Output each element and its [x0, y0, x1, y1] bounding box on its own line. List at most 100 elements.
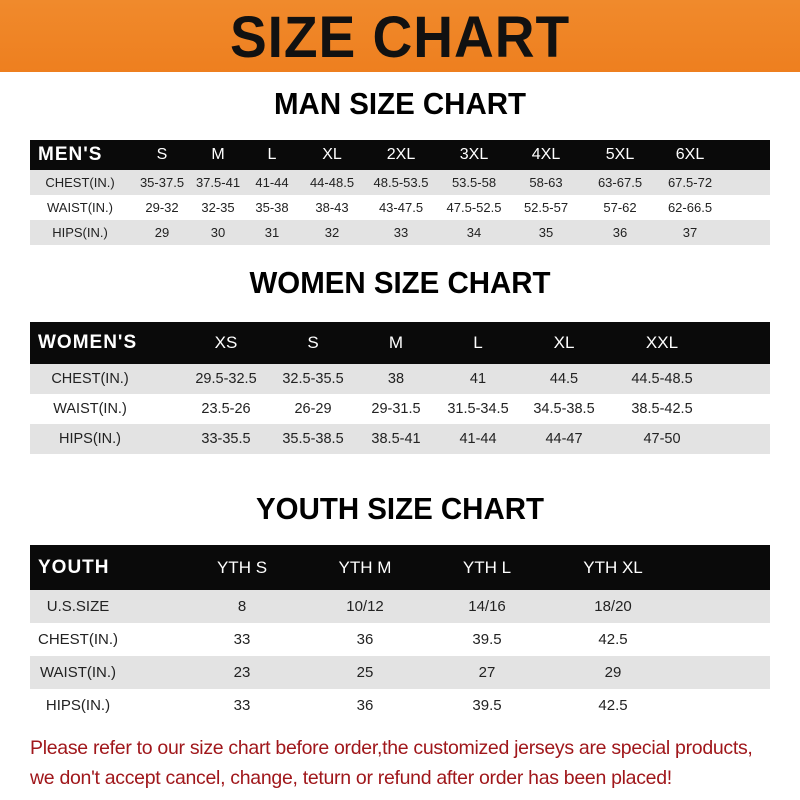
- size-header: L: [267, 146, 277, 163]
- row-label: HIPS(IN.): [45, 697, 111, 714]
- measurement-cell: 32: [324, 225, 340, 240]
- measurement-cell: 31.5-34.5: [447, 401, 509, 417]
- measurement-cell: 35.5-38.5: [282, 431, 344, 447]
- table-row: HIPS(IN.) 29 30 31 32 33 34 35 36 37: [30, 220, 770, 245]
- measurement-cell: 35-38: [255, 200, 289, 215]
- table-row: HIPS(IN.) 33-35.5 35.5-38.5 38.5-41 41-44 44-…: [30, 424, 770, 454]
- table-corner-label: WOMEN'S: [38, 332, 138, 353]
- measurement-cell: 41-44: [255, 175, 289, 190]
- measurement-cell: 25: [356, 664, 374, 681]
- page-title: SIZE CHART: [229, 5, 571, 70]
- measurement-cell: 38-43: [315, 200, 349, 215]
- row-label: WAIST(IN.): [39, 664, 117, 681]
- measurement-cell: 37.5-41: [195, 175, 241, 190]
- measurement-cell: 32-35: [201, 200, 235, 215]
- measurement-cell: 36: [356, 697, 374, 714]
- size-header: YTH S: [216, 558, 268, 577]
- measurement-cell: 34: [466, 225, 482, 240]
- row-label: U.S.SIZE: [46, 598, 110, 615]
- size-header: M: [388, 333, 404, 352]
- women-size-table: WOMEN'S XS S M L XL XXL CHEST(IN.) 29.5-32.5 32.5…: [30, 322, 770, 454]
- size-header: 4XL: [531, 146, 561, 163]
- table-row: HIPS(IN.) 33 36 39.5 42.5: [30, 689, 770, 722]
- measurement-cell: 29-32: [145, 200, 179, 215]
- men-size-table: MEN'S S M L XL 2XL 3XL 4XL 5XL 6XL CHEST(IN.) 35-37…: [30, 140, 770, 245]
- men-section-title: MAN SIZE CHART: [274, 86, 526, 121]
- size-header: S: [156, 146, 168, 163]
- measurement-cell: 39.5: [472, 697, 502, 714]
- measurement-cell: 47-50: [643, 431, 681, 447]
- table-row: CHEST(IN.) 29.5-32.5 32.5-35.5 38 41 44.5 44.5…: [30, 364, 770, 394]
- measurement-cell: 31: [264, 225, 280, 240]
- disclaimer-note: Please refer to our size chart before or…: [30, 737, 753, 789]
- youth-size-table: YOUTH YTH S YTH M YTH L YTH XL U.S.SIZE 8 10/12…: [30, 545, 770, 722]
- table-row: CHEST(IN.) 33 36 39.5 42.5: [30, 623, 770, 656]
- measurement-cell: 33: [393, 225, 409, 240]
- measurement-cell: 33-35.5: [201, 431, 251, 447]
- size-header: XXL: [645, 333, 679, 352]
- table-header-row: WOMEN'S XS S M L XL XXL: [30, 322, 770, 364]
- measurement-cell: 29-31.5: [371, 401, 421, 417]
- measurement-cell: 41: [469, 371, 487, 387]
- size-header: XL: [322, 146, 342, 163]
- measurement-cell: 43-47.5: [378, 200, 424, 215]
- table-row: WAIST(IN.) 23 25 27 29: [30, 656, 770, 689]
- measurement-cell: 29: [604, 664, 622, 681]
- measurement-cell: 38: [387, 371, 405, 387]
- table-corner-label: MEN'S: [38, 144, 103, 165]
- measurement-cell: 36: [356, 631, 374, 648]
- measurement-cell: 8: [237, 598, 247, 615]
- measurement-cell: 38.5-42.5: [631, 401, 693, 417]
- row-label: CHEST(IN.): [38, 631, 118, 648]
- row-label: CHEST(IN.): [45, 175, 115, 190]
- size-header: L: [473, 333, 483, 352]
- measurement-cell: 27: [478, 664, 496, 681]
- size-header: XS: [214, 333, 238, 352]
- table-corner-label: YOUTH: [38, 557, 110, 578]
- measurement-cell: 36: [612, 225, 628, 240]
- measurement-cell: 30: [210, 225, 226, 240]
- measurement-cell: 33: [233, 631, 251, 648]
- measurement-cell: 23.5-26: [201, 401, 251, 417]
- measurement-cell: 41-44: [459, 431, 497, 447]
- size-header: 3XL: [459, 146, 489, 163]
- size-header: 2XL: [386, 146, 416, 163]
- row-label: HIPS(IN.): [58, 431, 122, 447]
- measurement-cell: 52.5-57: [523, 200, 569, 215]
- measurement-cell: 62-66.5: [667, 200, 713, 215]
- size-header: 6XL: [675, 146, 705, 163]
- measurement-cell: 47.5-52.5: [446, 200, 502, 215]
- size-header: YTH L: [462, 558, 512, 577]
- measurement-cell: 35: [538, 225, 554, 240]
- table-row: U.S.SIZE 8 10/12 14/16 18/20: [30, 590, 770, 623]
- measurement-cell: 67.5-72: [667, 175, 713, 190]
- measurement-cell: 23: [233, 664, 251, 681]
- measurement-cell: 44-48.5: [309, 175, 355, 190]
- row-label: HIPS(IN.): [52, 225, 108, 240]
- measurement-cell: 35-37.5: [139, 175, 185, 190]
- size-header: S: [307, 333, 319, 352]
- measurement-cell: 63-67.5: [597, 175, 643, 190]
- measurement-cell: 33: [233, 697, 251, 714]
- measurement-cell: 53.5-58: [451, 175, 497, 190]
- measurement-cell: 44.5: [549, 371, 579, 387]
- size-header: 5XL: [605, 146, 635, 163]
- size-header: XL: [553, 333, 575, 352]
- measurement-cell: 44-47: [545, 431, 583, 447]
- row-label: CHEST(IN.): [51, 371, 129, 387]
- title-banner: SIZE CHART: [0, 0, 800, 72]
- women-section-title: WOMEN SIZE CHART: [249, 265, 551, 300]
- measurement-cell: 44.5-48.5: [631, 371, 693, 387]
- measurement-cell: 39.5: [472, 631, 502, 648]
- measurement-cell: 10/12: [346, 598, 384, 615]
- measurement-cell: 29: [154, 225, 170, 240]
- measurement-cell: 18/20: [594, 598, 632, 615]
- table-row: CHEST(IN.) 35-37.5 37.5-41 41-44 44-48.5 48.5…: [30, 170, 770, 195]
- size-header: YTH XL: [583, 558, 643, 577]
- table-row: WAIST(IN.) 29-32 32-35 35-38 38-43 43-47.5 47.…: [30, 195, 770, 220]
- measurement-cell: 26-29: [294, 401, 332, 417]
- size-header: YTH M: [338, 558, 392, 577]
- row-label: WAIST(IN.): [53, 401, 127, 417]
- measurement-cell: 42.5: [598, 697, 628, 714]
- measurement-cell: 58-63: [529, 175, 563, 190]
